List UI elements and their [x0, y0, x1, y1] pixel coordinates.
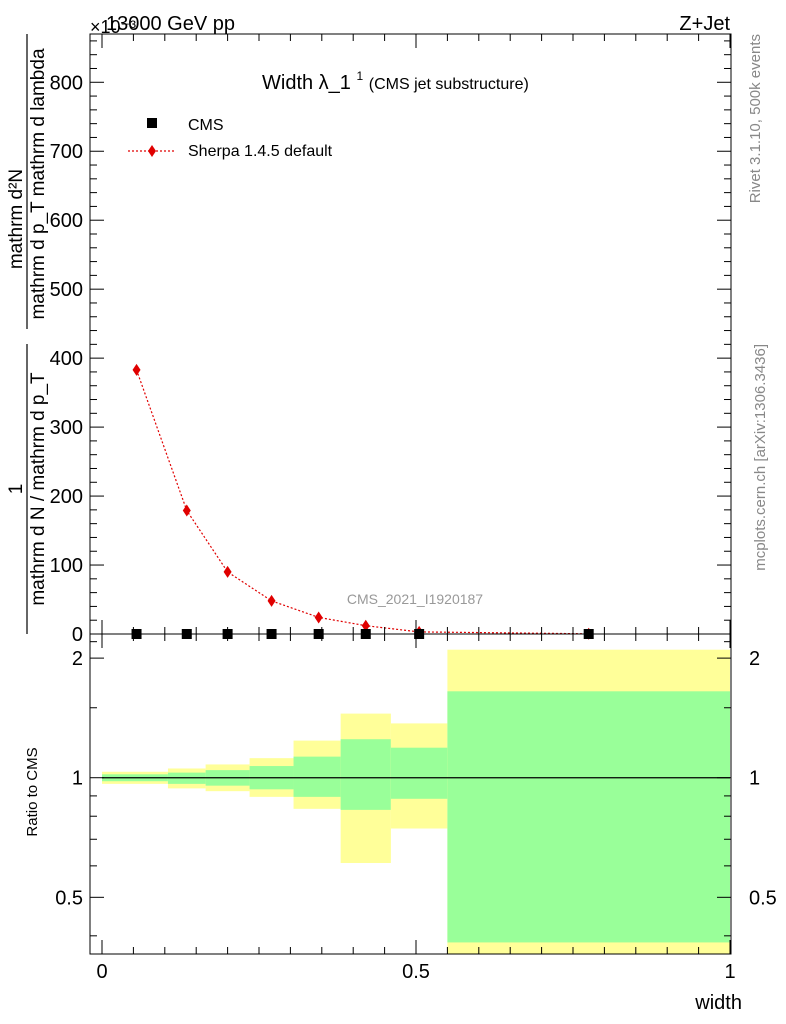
xtick-label: 0	[96, 961, 107, 983]
main-title: Width λ_1 1 (CMS jet substructure)	[262, 63, 529, 94]
ylabel-prefactor-num: 1	[6, 484, 27, 495]
ratio-ylabel: Ratio to CMS	[24, 747, 41, 836]
sherpa-line	[135, 369, 589, 635]
main-title-text: Width λ_1	[262, 72, 351, 94]
main-ytick-label: 500	[50, 279, 83, 301]
main-title-sup: 1	[357, 69, 364, 83]
legend-marker-cms	[147, 118, 157, 128]
ratio-y-ticks: 0.5 0.5 1 1 2 2	[55, 641, 777, 937]
ratio-band-green	[293, 756, 341, 797]
ratio-ytick-label-right: 0.5	[749, 887, 777, 909]
ratio-band-green	[447, 691, 730, 943]
main-ytick-label: 600	[50, 210, 83, 232]
legend-marker-sherpa	[148, 145, 156, 157]
xtick-label: 1	[724, 961, 735, 983]
ratio-band-green	[340, 739, 391, 810]
ratio-bands	[102, 649, 730, 954]
ratio-ytick-label-right: 1	[749, 768, 760, 790]
ratio-ytick-label: 0.5	[55, 887, 83, 909]
sherpa-point	[314, 611, 323, 624]
header-left: 13000 GeV pp	[106, 13, 235, 35]
header-right: Z+Jet	[679, 13, 730, 35]
ylabel-denominator: mathrm d p_T mathrm d lambda	[28, 48, 49, 319]
main-ytick-label: 100	[50, 555, 83, 577]
ratio-ytick-label: 2	[72, 648, 83, 670]
ylabel-prefactor-den: mathrm d N / mathrm d p_T	[28, 372, 49, 606]
main-plot-frame	[89, 33, 732, 635]
analysis-watermark: CMS_2021_I1920187	[347, 591, 483, 607]
mcplots-label: mcplots.cern.ch [arXiv:1306.3436]	[752, 344, 769, 571]
main-ytick-label: 700	[50, 141, 83, 163]
main-ytick-label: 0	[72, 624, 83, 646]
sherpa-point	[361, 619, 370, 632]
x-ticks: 0 0.5 1	[96, 34, 736, 983]
main-title-sub: (CMS jet substructure)	[369, 76, 529, 93]
multiplier-label: ×10⁻³	[90, 17, 136, 37]
main-ylabel: 1 mathrm d N / mathrm d p_T mathrm d²N m…	[6, 34, 49, 634]
ratio-plot-frame	[89, 633, 732, 955]
ratio-ytick-label: 1	[72, 768, 83, 790]
rivet-label: Rivet 3.1.10, 500k events	[747, 34, 764, 203]
ratio-ytick-label-right: 2	[749, 648, 760, 670]
legend: CMS Sherpa 1.4.5 default	[128, 117, 333, 160]
sherpa-point	[182, 504, 191, 517]
sherpa-point	[132, 363, 141, 376]
main-ytick-label: 800	[50, 72, 83, 94]
sherpa-point	[223, 565, 232, 578]
legend-label-cms: CMS	[188, 117, 224, 134]
main-ytick-label: 400	[50, 348, 83, 370]
main-ytick-label: 300	[50, 417, 83, 439]
main-y-ticks: 0 100 200 300 400 500 600 700 800	[50, 40, 731, 646]
legend-label-sherpa: Sherpa 1.4.5 default	[188, 143, 333, 160]
xtick-label: 0.5	[402, 961, 430, 983]
ylabel-numerator: mathrm d²N	[6, 169, 27, 269]
ratio-band-green	[390, 747, 448, 799]
sherpa-point	[267, 594, 276, 607]
main-ytick-label: 200	[50, 486, 83, 508]
x-axis-label: width	[694, 992, 742, 1014]
